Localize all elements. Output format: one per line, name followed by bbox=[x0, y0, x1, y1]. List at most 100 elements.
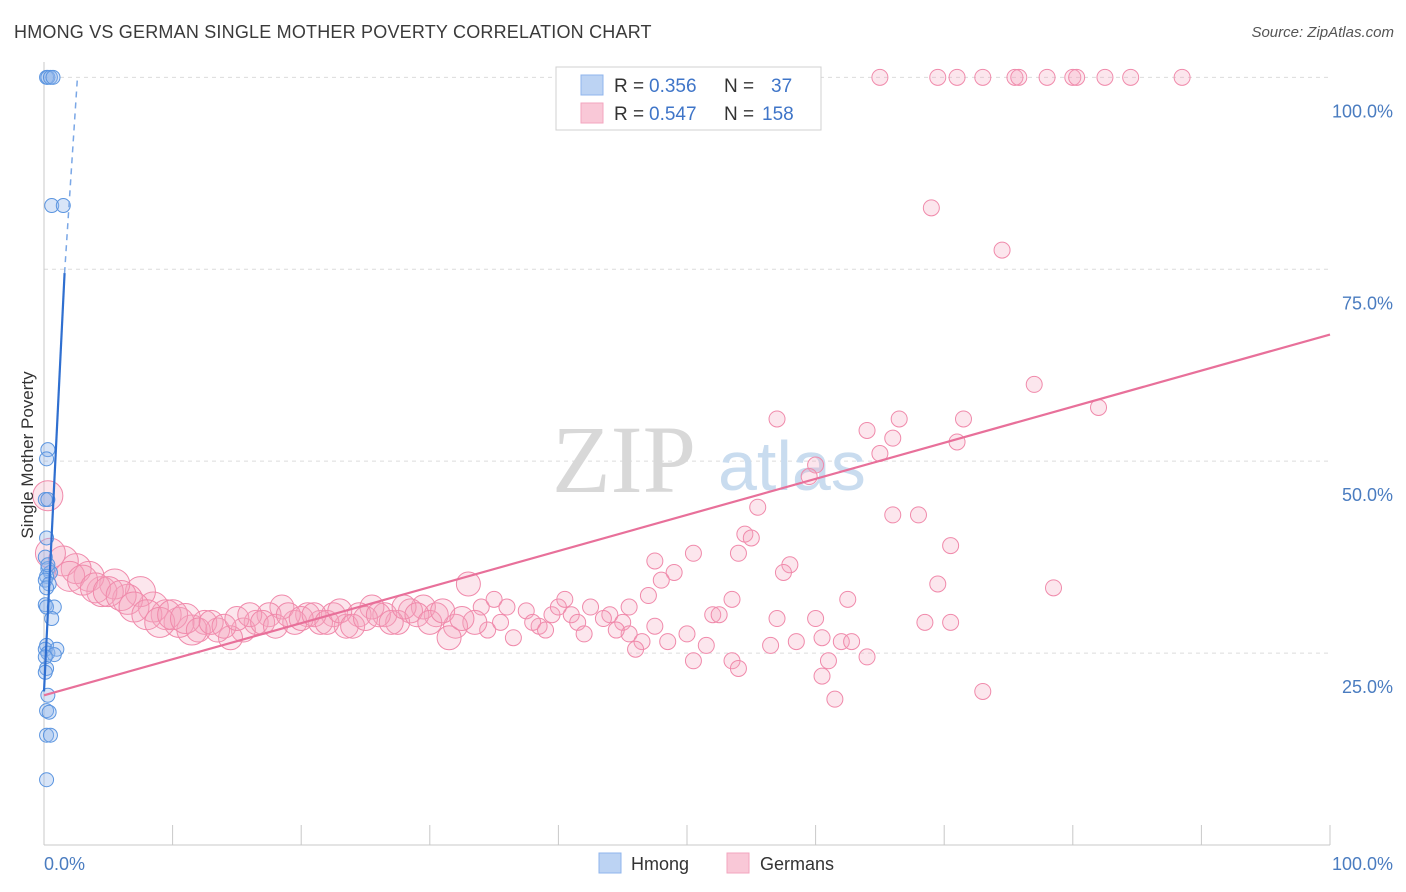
axes bbox=[43, 62, 1331, 846]
germans-point bbox=[1038, 68, 1056, 86]
legend-n-label-hmong: N = bbox=[724, 76, 754, 97]
hmong-point bbox=[45, 69, 61, 85]
germans-point bbox=[684, 652, 702, 670]
germans-point bbox=[843, 633, 861, 651]
germans-point bbox=[620, 625, 638, 643]
germans-point bbox=[256, 602, 282, 628]
bottom-legend-label-hmong: Hmong bbox=[631, 854, 689, 874]
germans-point bbox=[942, 537, 960, 555]
germans-point bbox=[237, 602, 263, 628]
germans-point bbox=[768, 610, 786, 628]
germans-point bbox=[340, 613, 366, 639]
bottom-legend-label-germans: Germans bbox=[760, 854, 834, 874]
watermark: ZIP atlas bbox=[552, 406, 866, 513]
germans-point bbox=[449, 606, 475, 632]
hmong-point bbox=[55, 198, 71, 214]
germans-point bbox=[524, 613, 542, 631]
hmong-point bbox=[39, 772, 55, 788]
germans-point bbox=[697, 636, 715, 654]
grid-lines bbox=[44, 76, 1330, 654]
germans-point bbox=[974, 68, 992, 86]
hmong-point bbox=[46, 647, 62, 663]
germans-point bbox=[620, 598, 638, 616]
germans-point bbox=[372, 602, 398, 628]
hmong-trend-extension bbox=[63, 77, 79, 274]
germans-point bbox=[742, 529, 760, 547]
germans-point bbox=[929, 575, 947, 593]
legend-r-label-germans: R = bbox=[614, 104, 644, 125]
germans-points bbox=[32, 68, 1191, 708]
trend-lines bbox=[42, 77, 1331, 697]
y-tick-label-1: 50.0% bbox=[1342, 485, 1393, 505]
germans-point bbox=[54, 560, 86, 592]
hmong-point bbox=[40, 557, 56, 573]
legend-swatch-germans bbox=[580, 102, 604, 124]
germans-point bbox=[768, 410, 786, 428]
germans-point bbox=[492, 613, 510, 631]
hmong-point bbox=[39, 451, 55, 467]
germans-trend-line bbox=[43, 333, 1331, 697]
watermark-zip: ZIP bbox=[552, 406, 696, 513]
germans-point bbox=[884, 506, 902, 524]
germans-point bbox=[704, 606, 722, 624]
legend-bottom: Hmong Germans bbox=[598, 852, 834, 874]
germans-point bbox=[230, 617, 256, 643]
germans-point bbox=[871, 68, 889, 86]
germans-point bbox=[594, 610, 612, 628]
germans-point bbox=[916, 613, 934, 631]
germans-point bbox=[839, 590, 857, 608]
chart-title: HMONG VS GERMAN SINGLE MOTHER POVERTY CO… bbox=[14, 22, 652, 42]
germans-point bbox=[1122, 68, 1140, 86]
germans-point bbox=[157, 599, 189, 631]
germans-point bbox=[1006, 68, 1024, 86]
germans-point bbox=[185, 617, 211, 643]
germans-point bbox=[729, 659, 747, 677]
germans-point bbox=[922, 199, 940, 217]
y-tick-label-2: 75.0% bbox=[1342, 293, 1393, 313]
germans-point bbox=[813, 667, 831, 685]
germans-point bbox=[1064, 68, 1082, 86]
germans-point bbox=[858, 648, 876, 666]
germans-point bbox=[1025, 375, 1043, 393]
germans-point bbox=[423, 602, 449, 628]
y-tick-label-3: 100.0% bbox=[1332, 101, 1393, 121]
legend-n-value-germans: 158 bbox=[762, 104, 794, 125]
germans-point bbox=[211, 613, 237, 639]
germans-point bbox=[485, 590, 503, 608]
tick-labels: 25.0% 50.0% 75.0% 100.0% 0.0% 100.0% bbox=[44, 101, 1393, 874]
legend-n-label-germans: N = bbox=[724, 104, 754, 125]
legend-top: R = 0.356 N = 37 R = 0.547 N = 158 bbox=[555, 66, 822, 131]
germans-point bbox=[404, 602, 430, 628]
germans-point bbox=[607, 621, 625, 639]
bottom-legend-swatch-hmong bbox=[598, 852, 622, 874]
germans-point bbox=[627, 640, 645, 658]
hmong-point bbox=[44, 198, 60, 214]
germans-point bbox=[430, 598, 456, 624]
germans-point bbox=[826, 690, 844, 708]
germans-point bbox=[678, 625, 696, 643]
germans-point bbox=[762, 636, 780, 654]
germans-point bbox=[556, 590, 574, 608]
hmong-point bbox=[39, 703, 55, 719]
germans-point bbox=[890, 410, 908, 428]
germans-point bbox=[974, 682, 992, 700]
x-tick-label-0: 0.0% bbox=[44, 854, 85, 874]
hmong-point bbox=[39, 530, 55, 546]
germans-point bbox=[205, 617, 231, 643]
bottom-legend-swatch-germans bbox=[726, 852, 750, 874]
germans-point bbox=[1173, 68, 1191, 86]
source-label: Source: ZipAtlas.com bbox=[1251, 24, 1394, 41]
germans-point bbox=[832, 633, 850, 651]
legend-n-value-hmong: 37 bbox=[771, 76, 792, 97]
germans-point bbox=[32, 480, 64, 512]
germans-point bbox=[385, 609, 411, 635]
germans-point bbox=[646, 617, 664, 635]
germans-point bbox=[819, 652, 837, 670]
germans-point bbox=[1045, 579, 1063, 597]
germans-point bbox=[858, 421, 876, 439]
hmong-point bbox=[42, 727, 58, 743]
germans-point bbox=[105, 580, 137, 612]
germans-point bbox=[723, 590, 741, 608]
germans-point bbox=[787, 633, 805, 651]
germans-point bbox=[479, 621, 497, 639]
